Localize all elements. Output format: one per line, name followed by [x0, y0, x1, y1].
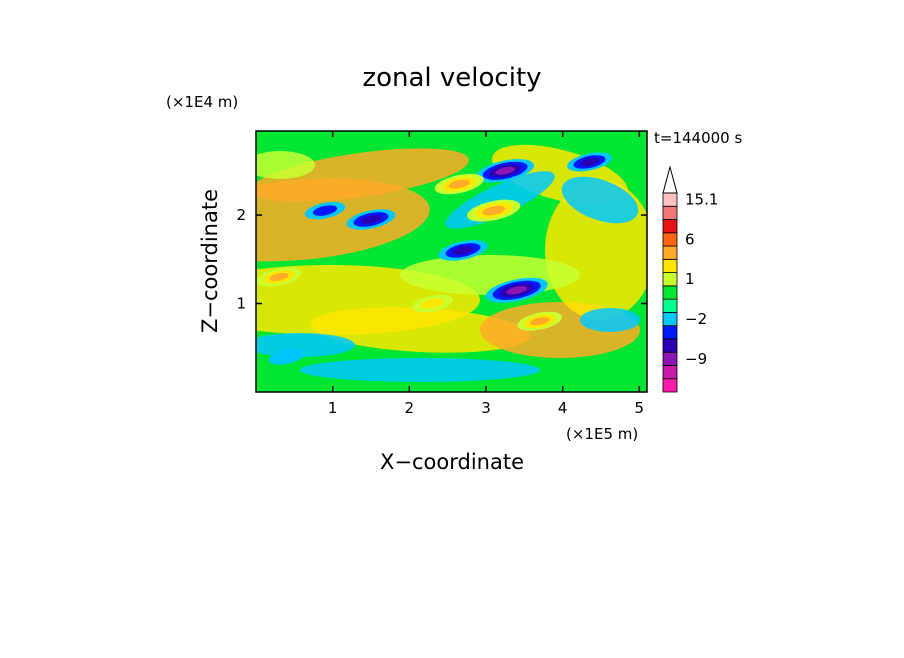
field-feature — [360, 215, 382, 224]
field-feature — [452, 246, 474, 255]
field-feature — [420, 298, 445, 309]
plot-frame — [255, 130, 648, 393]
x-unit-label: (×1E5 m) — [566, 425, 638, 443]
field-feature — [506, 286, 527, 295]
chart-title: zonal velocity — [362, 63, 541, 93]
x-tick-label: 5 — [635, 399, 645, 417]
x-tick-label: 3 — [481, 399, 491, 417]
field-feature — [448, 179, 470, 189]
colorbar-segment — [662, 245, 678, 260]
time-label: t=144000 s — [654, 129, 742, 147]
y-axis: 12 — [236, 206, 647, 313]
y-unit-label: (×1E4 m) — [166, 93, 238, 111]
colorbar-extend-arrow — [662, 165, 678, 194]
colorbar-label: 15.1 — [685, 191, 718, 209]
x-tick-label: 2 — [405, 399, 415, 417]
colorbar-segment — [662, 192, 678, 207]
x-tick-label: 4 — [558, 399, 568, 417]
field-patch — [256, 178, 430, 262]
field-feature — [579, 157, 600, 167]
heatmap-field — [256, 131, 647, 392]
colorbar-segment — [662, 272, 678, 287]
colorbar-segment — [662, 258, 678, 274]
field-feature — [269, 272, 289, 282]
colorbar-label: −9 — [685, 350, 707, 368]
colorbar-segment — [662, 351, 678, 366]
field-patch — [256, 148, 469, 202]
field-feature — [268, 348, 305, 365]
colorbar-segment — [662, 325, 678, 340]
colorbar-segment — [662, 298, 678, 313]
y-tick-label: 2 — [236, 206, 246, 224]
field-patch — [580, 308, 640, 332]
colorbar-segment — [662, 311, 678, 327]
field-patch — [561, 176, 639, 224]
x-axis-label: X−coordinate — [380, 450, 524, 474]
colorbar-segment — [662, 378, 678, 393]
colorbar-segment — [662, 365, 678, 380]
colorbar-label: 1 — [685, 270, 695, 288]
x-tick-label: 1 — [328, 399, 338, 417]
colorbar-segment — [662, 205, 678, 220]
field-feature — [530, 317, 550, 326]
colorbar-label: −2 — [685, 310, 707, 328]
colorbar-segment — [662, 219, 678, 234]
y-tick-label: 1 — [236, 295, 246, 313]
field-feature — [495, 166, 515, 175]
colorbar-segment — [662, 285, 678, 300]
field-feature — [312, 205, 338, 216]
colorbar-segment — [662, 232, 678, 247]
field-patch — [310, 307, 530, 353]
field-patch — [400, 255, 580, 295]
field-patch — [256, 151, 315, 179]
colorbar-segment — [662, 338, 678, 353]
colorbar-label: 6 — [685, 230, 695, 248]
colorbar: 15.1 6 1 −2 −9 — [662, 165, 718, 393]
x-axis: 1 2 3 4 5 — [328, 131, 644, 417]
y-axis-label: Z−coordinate — [198, 189, 222, 333]
field-feature — [482, 205, 506, 216]
field-patch — [300, 358, 540, 382]
